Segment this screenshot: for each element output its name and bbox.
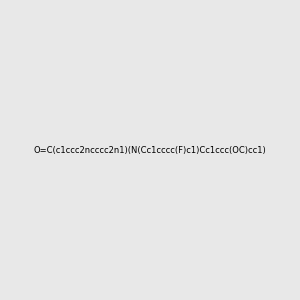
Text: O=C(c1ccc2ncccc2n1)(N(Cc1cccc(F)c1)Cc1ccc(OC)cc1): O=C(c1ccc2ncccc2n1)(N(Cc1cccc(F)c1)Cc1cc…	[34, 146, 266, 154]
